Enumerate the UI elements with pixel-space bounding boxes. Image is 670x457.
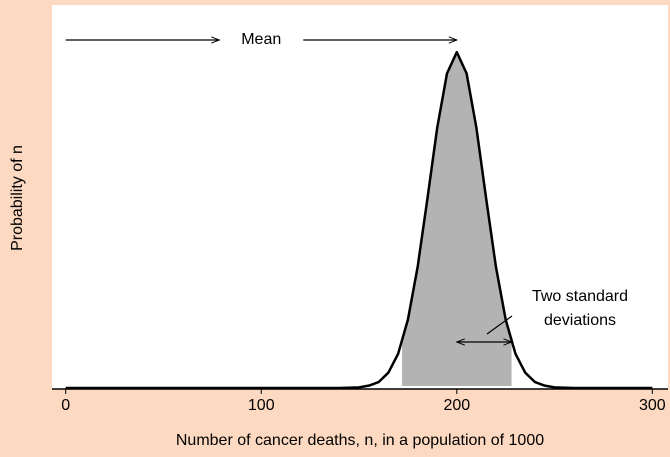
annotation-label: Mean [241, 31, 281, 48]
x-axis-label: Number of cancer deaths, n, in a populat… [176, 432, 544, 449]
annotation-label: deviations [544, 312, 616, 329]
annotation-label: Two standard [532, 288, 628, 305]
x-tick-label: 200 [443, 397, 470, 414]
plot-area [52, 5, 668, 389]
curve [65, 50, 653, 390]
y-axis-label: Probability of n [9, 145, 26, 251]
x-tick-label: 0 [61, 397, 70, 414]
x-tick-label: 300 [639, 397, 666, 414]
x-tick-label: 100 [248, 397, 275, 414]
pointer-line [486, 315, 513, 335]
